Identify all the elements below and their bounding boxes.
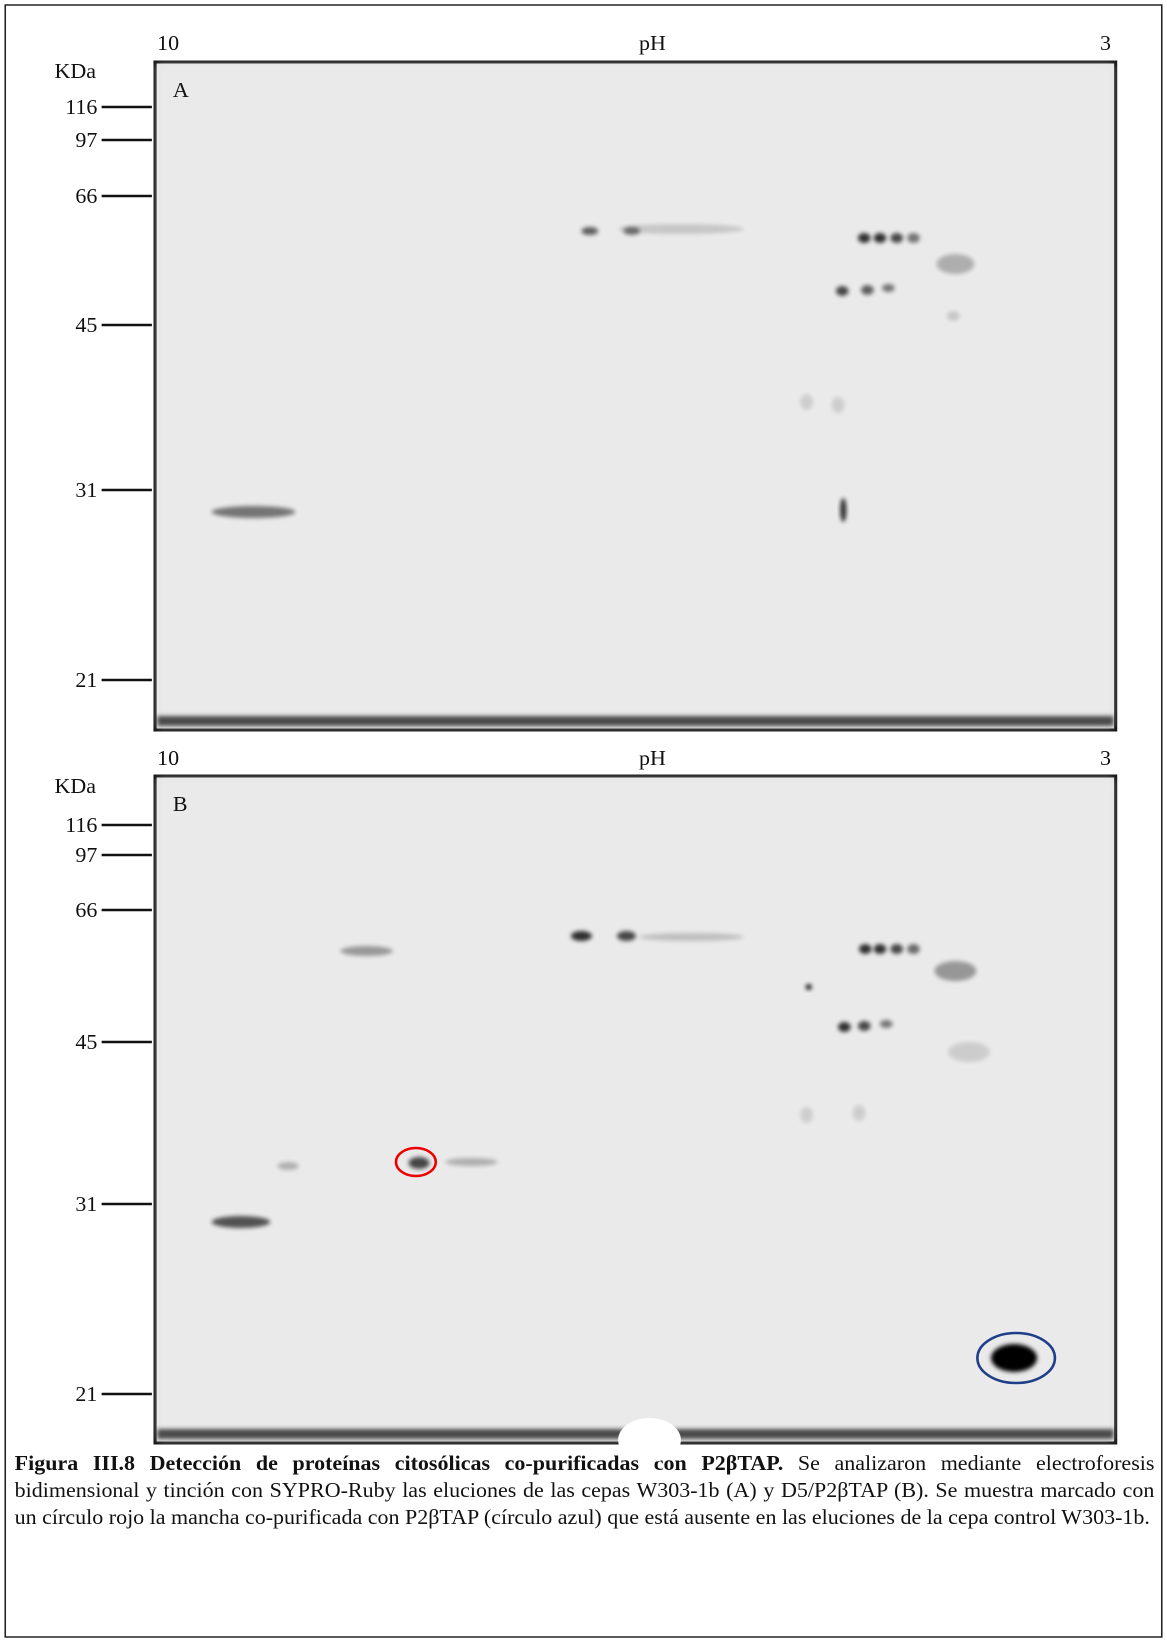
protein-spot [947,311,960,321]
gel-shade [157,778,1113,1441]
ph-left: 10 [157,746,179,769]
mw-unit: KDa [54,59,96,82]
protein-spot [948,1042,990,1062]
protein-spot [409,1157,430,1169]
ph-right: 3 [1100,31,1111,54]
protein-spot [907,233,920,243]
protein-spot [278,1162,299,1170]
protein-spot [639,933,744,941]
caption: Figura III.8 Detección de proteínas cito… [15,1450,1155,1531]
protein-spot [840,498,846,522]
protein-spot [836,286,849,296]
dark-spot [991,1344,1037,1372]
protein-spot [800,394,813,410]
panel-letter: A [173,78,189,101]
protein-spot [618,224,744,234]
protein-spot [937,254,975,274]
protein-spot [890,944,903,954]
mw-marker-label: 97 [75,128,97,151]
mw-marker-label: 31 [75,1192,97,1215]
protein-spot [874,233,887,243]
panel-letter: B [173,792,188,815]
protein-spot [880,1020,893,1028]
protein-spot [445,1158,497,1166]
ph-left: 10 [157,31,179,54]
gel-shade [157,64,1113,728]
ph-label: pH [639,746,666,769]
caption-box: Figura III.8 Detección de proteínas cito… [15,1450,1155,1630]
mw-marker-label: 116 [65,95,97,118]
mw-marker-label: 31 [75,478,97,501]
protein-spot [934,961,976,981]
protein-spot [858,1021,871,1031]
protein-spot [853,1105,866,1121]
protein-spot [907,944,920,954]
protein-spot [859,944,872,954]
mw-unit: KDa [54,774,96,797]
protein-spot [838,1022,851,1032]
protein-spot [874,944,887,954]
ph-label: pH [639,31,666,54]
protein-spot [800,1107,813,1123]
protein-spot [571,931,592,941]
protein-spot [212,1216,271,1228]
front-band [157,716,1113,726]
mw-marker-label: 21 [75,1382,97,1405]
protein-spot [212,506,296,518]
gel-tear [618,1418,681,1462]
protein-spot [581,227,598,235]
mw-marker-label: 45 [75,1030,97,1053]
protein-spot [832,397,845,413]
protein-spot [882,284,895,292]
protein-spot [340,946,392,956]
figure: Figura III.8 Detección de proteínas cito… [0,0,1167,1643]
mw-marker-label: 21 [75,668,97,691]
protein-spot [858,233,871,243]
protein-spot [806,984,812,990]
protein-spot [861,285,874,295]
mw-marker-label: 66 [75,184,97,207]
mw-marker-label: 97 [75,843,97,866]
mw-marker-label: 45 [75,313,97,336]
mw-marker-label: 66 [75,898,97,921]
mw-marker-label: 116 [65,813,97,836]
ph-right: 3 [1100,746,1111,769]
page: Figura III.8 Detección de proteínas cito… [0,0,1167,1643]
protein-spot [617,931,636,941]
protein-spot [890,233,903,243]
